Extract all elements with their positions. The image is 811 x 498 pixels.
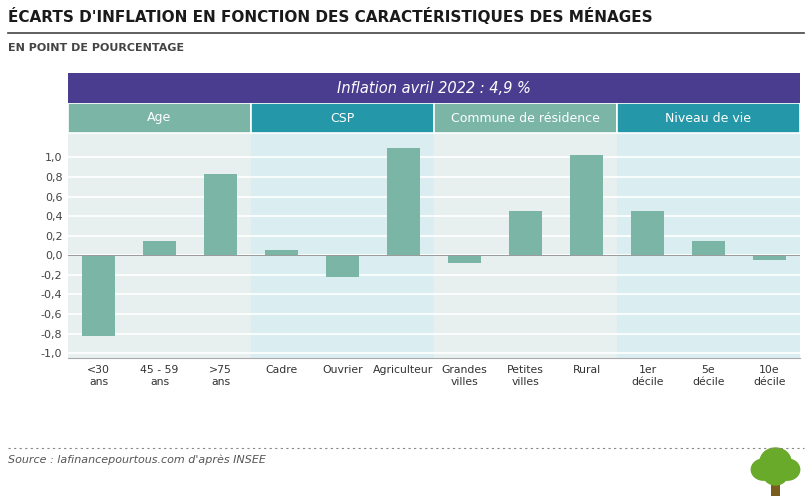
Bar xyxy=(68,103,251,133)
Text: EN POINT DE POURCENTAGE: EN POINT DE POURCENTAGE xyxy=(8,43,184,53)
Bar xyxy=(433,133,616,358)
Bar xyxy=(433,103,616,133)
Bar xyxy=(325,255,358,277)
Bar xyxy=(68,133,251,358)
Text: CSP: CSP xyxy=(330,112,354,124)
Bar xyxy=(752,255,785,260)
Circle shape xyxy=(750,459,775,480)
Bar xyxy=(143,241,176,255)
Bar xyxy=(616,133,799,358)
Bar xyxy=(251,103,433,133)
Text: Commune de résidence: Commune de résidence xyxy=(450,112,599,124)
Bar xyxy=(251,133,433,358)
Text: Inflation avril 2022 : 4,9 %: Inflation avril 2022 : 4,9 % xyxy=(337,81,530,96)
Text: ÉCARTS D'INFLATION EN FONCTION DES CARACTÉRISTIQUES DES MÉNAGES: ÉCARTS D'INFLATION EN FONCTION DES CARAC… xyxy=(8,8,652,25)
Bar xyxy=(447,255,481,263)
Bar xyxy=(691,241,724,255)
Bar xyxy=(82,255,115,337)
Bar xyxy=(508,211,542,255)
Bar xyxy=(569,154,603,255)
Bar xyxy=(204,174,237,255)
Circle shape xyxy=(759,448,790,475)
Bar xyxy=(386,148,420,255)
Circle shape xyxy=(775,459,799,480)
Text: Niveau de vie: Niveau de vie xyxy=(665,112,750,124)
Text: Source : lafinancepourtous.com d'après INSEE: Source : lafinancepourtous.com d'après I… xyxy=(8,454,265,465)
Bar xyxy=(630,211,663,255)
Bar xyxy=(616,103,799,133)
Circle shape xyxy=(762,464,787,485)
Bar xyxy=(264,250,298,255)
Text: Age: Age xyxy=(147,112,171,124)
Bar xyxy=(770,483,779,496)
